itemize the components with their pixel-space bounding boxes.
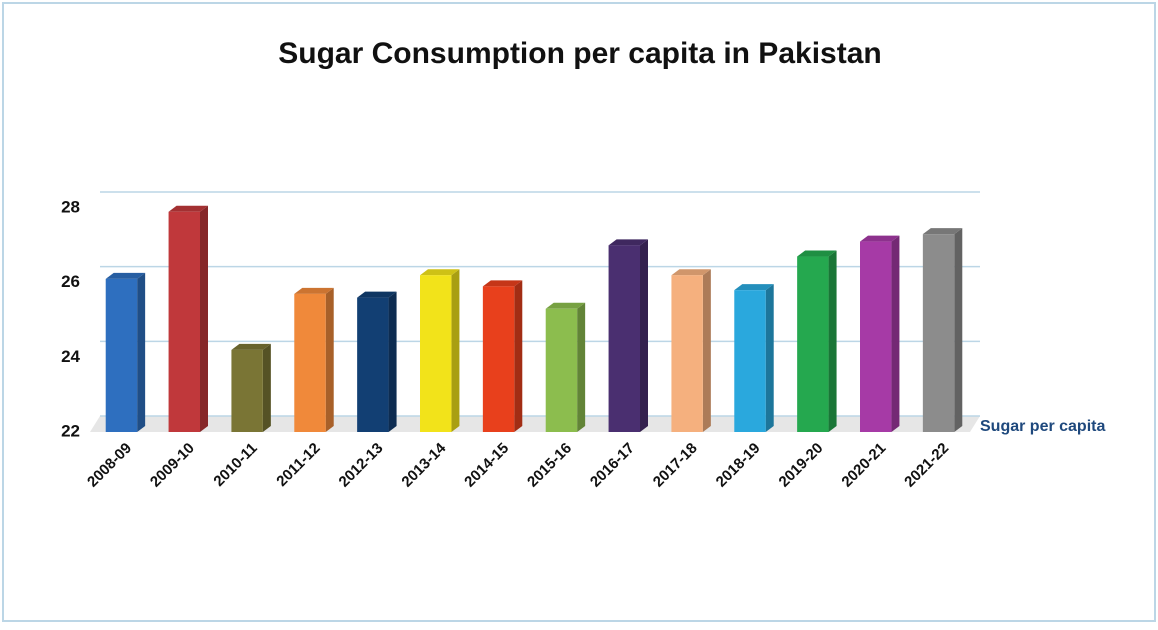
bar-side bbox=[640, 239, 648, 432]
bar-top bbox=[545, 302, 586, 309]
bar-top bbox=[922, 228, 963, 235]
bar-top bbox=[420, 269, 460, 276]
chart-title: Sugar Consumption per capita in Pakistan bbox=[278, 37, 881, 70]
bar-side bbox=[577, 302, 586, 432]
bar-top bbox=[168, 205, 208, 212]
bar bbox=[608, 245, 640, 432]
bar-side bbox=[200, 205, 208, 432]
bar-side bbox=[702, 269, 711, 432]
bar-top bbox=[357, 291, 397, 298]
bar-top bbox=[797, 250, 837, 257]
bar-top bbox=[734, 284, 774, 291]
bar-side bbox=[451, 269, 460, 432]
bar-side bbox=[325, 287, 334, 432]
bar-side bbox=[954, 228, 963, 432]
bar-side bbox=[828, 250, 837, 432]
bar bbox=[357, 297, 389, 432]
y-tick-label: 24 bbox=[61, 347, 80, 366]
bar bbox=[168, 211, 200, 432]
bar bbox=[294, 293, 326, 432]
bar bbox=[734, 290, 766, 432]
bar-top bbox=[671, 269, 711, 276]
bar-side bbox=[765, 284, 774, 432]
bar-side bbox=[262, 343, 271, 432]
bar bbox=[105, 278, 138, 432]
bar-top bbox=[482, 280, 523, 287]
y-tick-label: 22 bbox=[61, 421, 80, 440]
bar-side bbox=[388, 291, 397, 432]
bar bbox=[231, 349, 263, 432]
bar bbox=[797, 256, 829, 432]
floor bbox=[90, 416, 980, 432]
y-tick-label: 28 bbox=[61, 197, 80, 216]
bar-top bbox=[231, 343, 271, 350]
bar bbox=[671, 275, 703, 432]
bar-top bbox=[105, 272, 146, 279]
legend-label: Sugar per capita bbox=[980, 418, 1105, 435]
bar-side bbox=[514, 280, 523, 432]
bar-side bbox=[137, 272, 146, 432]
bar-top bbox=[860, 235, 900, 242]
bar bbox=[860, 241, 892, 432]
bar-top bbox=[294, 287, 334, 294]
bar bbox=[482, 286, 515, 432]
bar bbox=[922, 234, 955, 432]
bar bbox=[545, 308, 578, 432]
bar bbox=[420, 275, 452, 432]
bar-side bbox=[891, 235, 900, 432]
bar-top bbox=[608, 239, 648, 246]
y-tick-label: 26 bbox=[61, 272, 80, 291]
